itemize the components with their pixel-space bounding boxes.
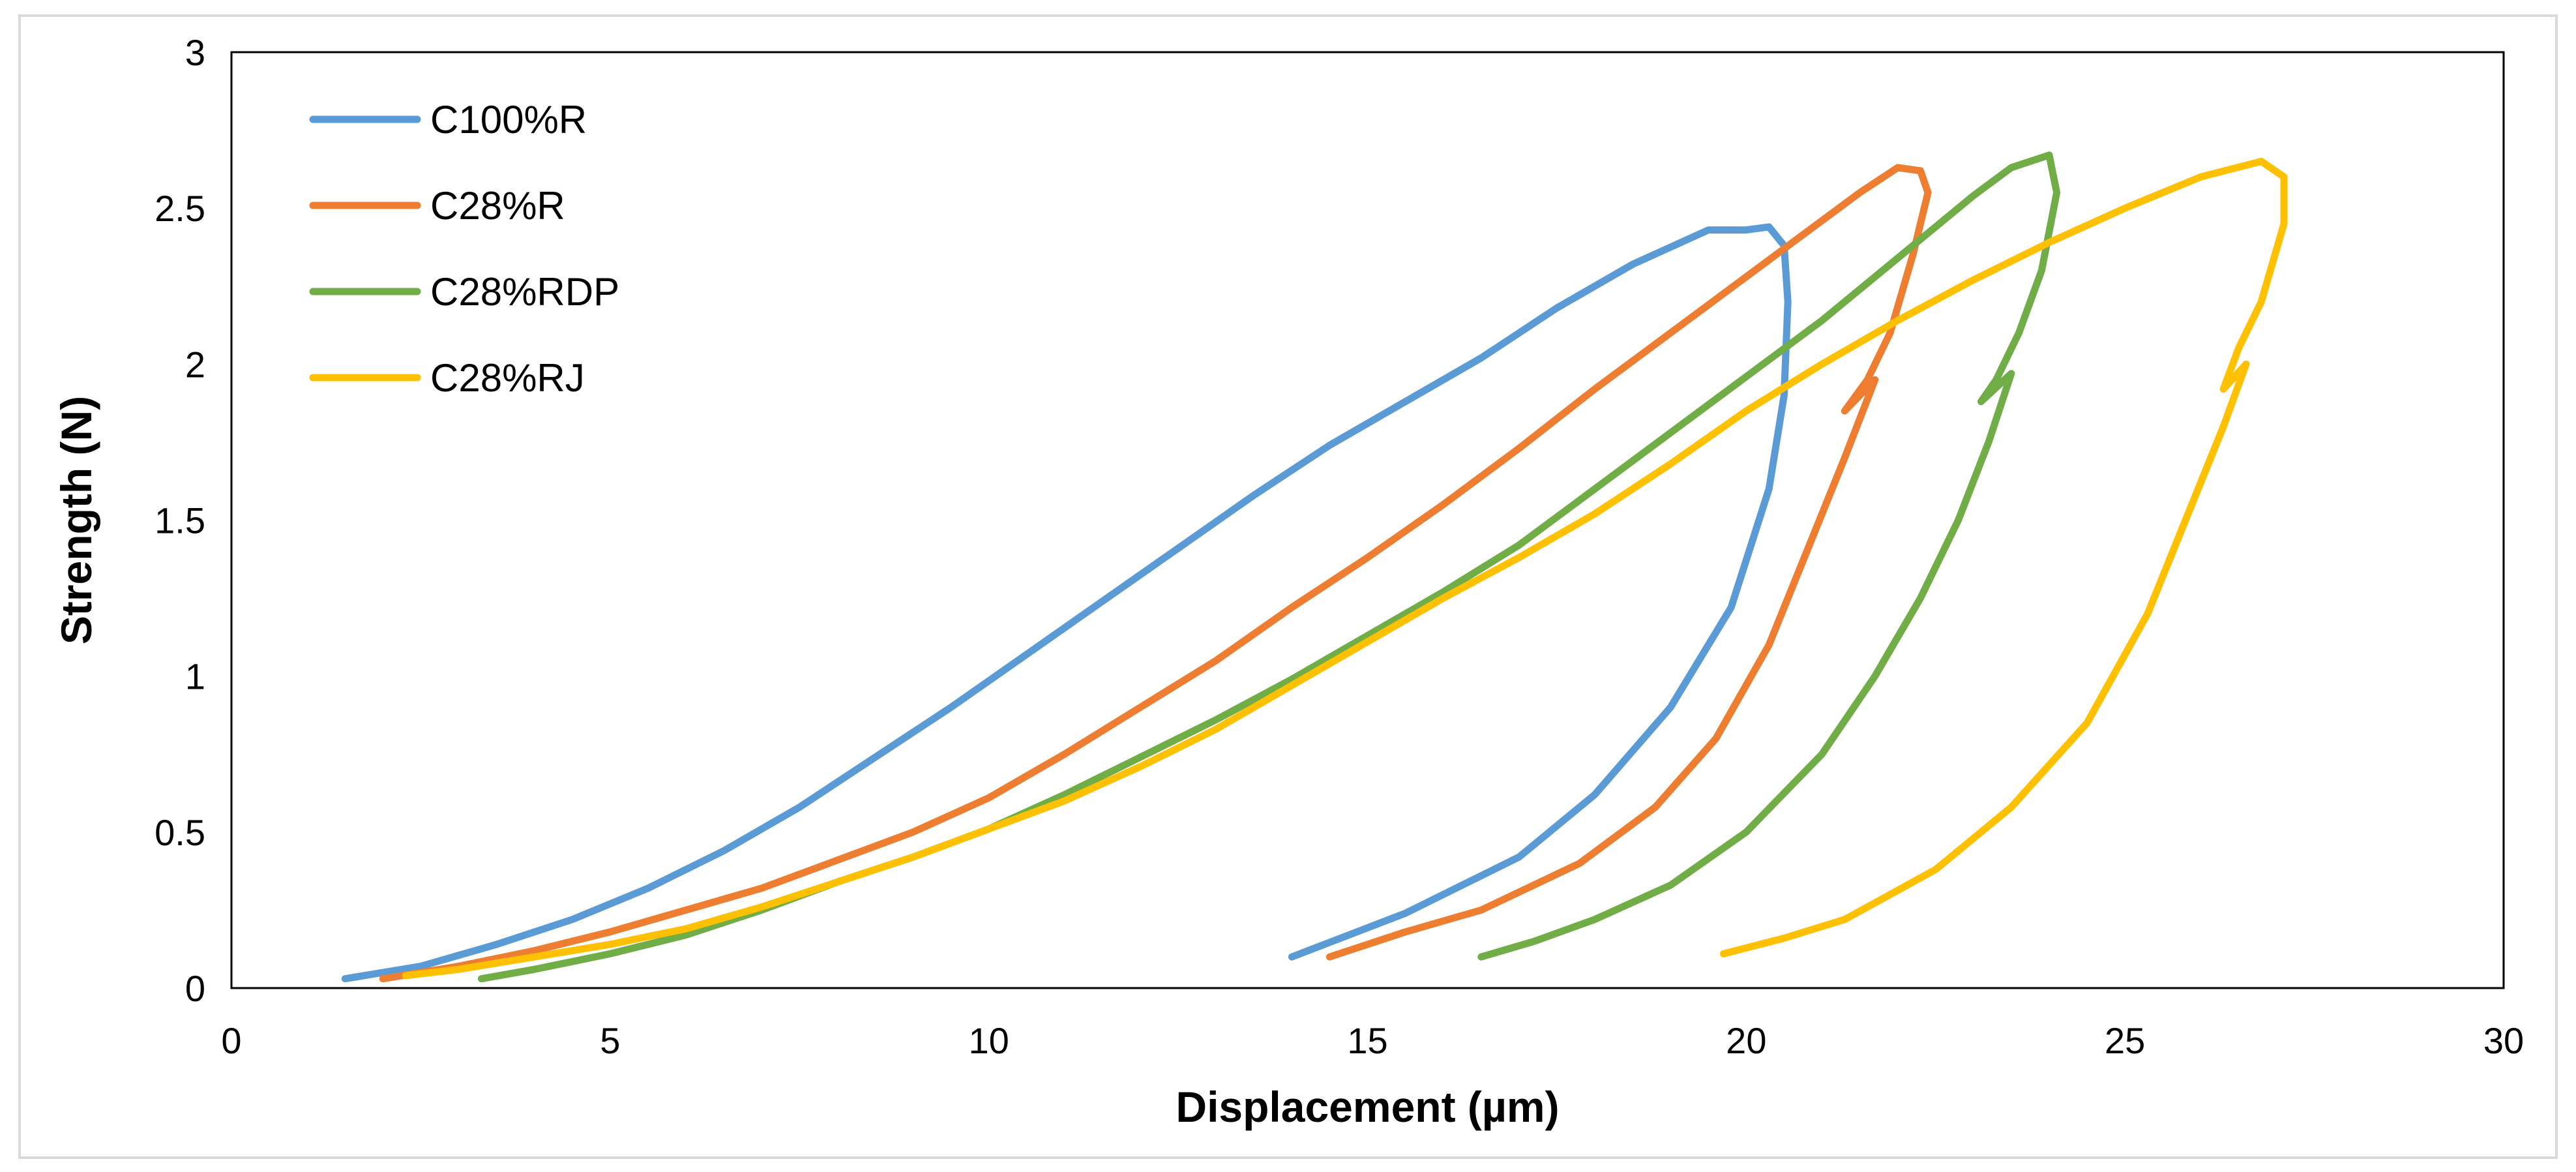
- series-line-c100-r: [341, 223, 1792, 983]
- series-layer: [341, 151, 2288, 983]
- x-tick-label: 5: [600, 1020, 620, 1061]
- y-tick-label: 2.5: [155, 188, 205, 229]
- x-tick-label: 25: [2105, 1020, 2145, 1061]
- x-axis-ticks: 0 5 10 15 20 25 30: [221, 1020, 2524, 1061]
- y-tick-label: 1: [185, 656, 205, 697]
- legend: C100%R C28%R C28%RDP C28%RJ: [309, 98, 619, 400]
- y-tick-label: 1.5: [155, 500, 205, 541]
- legend-label: C28%RJ: [430, 356, 585, 400]
- x-tick-label: 15: [1347, 1020, 1387, 1061]
- plot-area: [230, 51, 2505, 989]
- y-tick-label: 2: [185, 344, 205, 385]
- y-tick-label: 0: [185, 968, 205, 1009]
- series-line-c28-r: [379, 164, 1932, 983]
- y-axis-ticks: 0 0.5 1 1.5 2 2.5 3: [155, 32, 205, 1009]
- x-axis-title: Displacement (µm): [1176, 1083, 1559, 1131]
- y-tick-label: 0.5: [155, 812, 205, 853]
- legend-label: C100%R: [430, 98, 587, 142]
- y-axis-title: Strength (N): [52, 396, 100, 644]
- x-tick-label: 10: [969, 1020, 1009, 1061]
- series-line-c28-rj: [402, 157, 2288, 980]
- x-tick-label: 0: [221, 1020, 241, 1061]
- x-tick-label: 30: [2483, 1020, 2524, 1061]
- legend-label: C28%RDP: [430, 270, 619, 314]
- legend-label: C28%R: [430, 184, 565, 228]
- y-tick-label: 3: [185, 32, 205, 73]
- x-tick-label: 20: [1726, 1020, 1766, 1061]
